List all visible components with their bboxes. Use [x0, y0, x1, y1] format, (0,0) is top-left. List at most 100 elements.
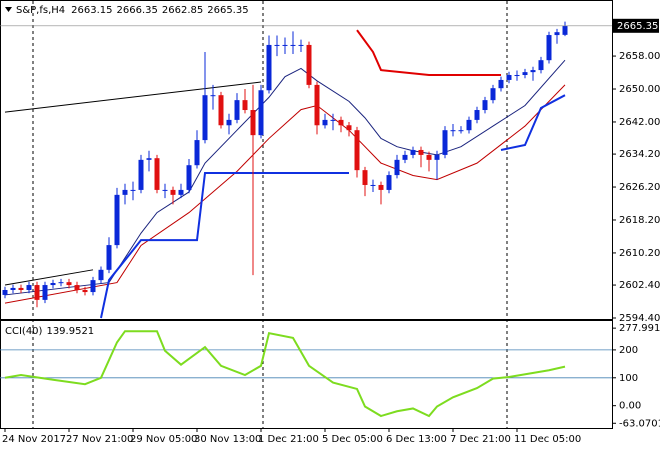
x-tick-label: 7 Dec 21:00 — [450, 434, 511, 445]
candle-body — [362, 170, 368, 185]
candle-body — [50, 282, 56, 286]
candle-body — [98, 269, 104, 281]
candle-body — [506, 75, 512, 80]
y-tick-label: -63.0701 — [619, 418, 660, 429]
chart-title: S&P,fs,H4 — [16, 5, 65, 16]
y-tick-label: 100 — [619, 373, 638, 384]
y-tick-label: 2610.20 — [619, 248, 660, 259]
candle-body — [114, 194, 120, 246]
candle-body — [322, 119, 328, 126]
x-tick-label: 11 Dec 05:00 — [514, 434, 581, 445]
candle-body — [410, 149, 416, 155]
candle-body — [330, 119, 336, 121]
candle-body — [202, 95, 208, 141]
candle-body — [434, 154, 440, 160]
candle-body — [122, 189, 128, 195]
y-tick-label: 2618.20 — [619, 215, 660, 226]
x-tick-label: 6 Dec 13:00 — [386, 434, 447, 445]
candle-body — [530, 70, 536, 73]
candle-body — [90, 280, 96, 293]
candle-body — [394, 159, 400, 176]
y-tick-label: 2626.20 — [619, 182, 660, 193]
frame — [0, 0, 613, 429]
candle-body — [418, 149, 424, 155]
candle-body — [562, 25, 568, 35]
y-tick-label: 200 — [619, 345, 638, 356]
candle-body — [154, 158, 160, 190]
candle-body — [338, 119, 344, 126]
candle-body — [266, 44, 272, 91]
candle-body — [194, 140, 200, 166]
candle-body — [66, 282, 72, 286]
candle-body — [522, 72, 528, 76]
candle-body — [490, 88, 496, 101]
chart-header: S&P,fs,H4 2663.15 2666.35 2662.85 2665.35 — [16, 5, 249, 16]
indicator-title: CCI(40) — [5, 326, 43, 337]
candle-body — [466, 119, 472, 131]
candle-body — [58, 282, 64, 284]
candle-body — [370, 184, 376, 186]
candle-body — [474, 110, 480, 120]
candle-body — [26, 285, 32, 290]
candle-body — [298, 44, 304, 46]
close-value: 2665.35 — [207, 5, 248, 16]
candle-body — [106, 245, 112, 270]
candle-body — [42, 285, 48, 300]
x-tick-label: 29 Nov 05:00 — [130, 434, 197, 445]
y-tick-label: 2634.20 — [619, 149, 660, 160]
candle-body — [210, 95, 216, 97]
price-label-box — [613, 18, 659, 33]
candle-body — [282, 44, 288, 46]
candle-body — [218, 95, 224, 126]
candle-body — [442, 130, 448, 155]
y-tick-label: 2650.00 — [619, 84, 660, 95]
price-label: 2665.35 — [617, 21, 658, 32]
candle-body — [402, 154, 408, 160]
indicator-line — [4, 59, 566, 296]
candle-body — [2, 289, 8, 295]
candle-body — [354, 130, 360, 171]
candle-body — [378, 184, 384, 190]
candle-body — [450, 130, 456, 132]
candle-body — [82, 289, 88, 293]
candle-body — [226, 119, 232, 126]
candle-body — [498, 79, 504, 89]
candle-body — [274, 44, 280, 46]
candle-body — [10, 287, 16, 290]
cci-line — [4, 330, 566, 418]
y-tick-label: 2642.00 — [619, 117, 660, 128]
low-value: 2662.85 — [162, 5, 203, 16]
candle-body — [234, 100, 240, 120]
y-tick-label: 277.991 — [619, 323, 660, 334]
candle-body — [130, 189, 136, 191]
candle-body — [74, 285, 80, 290]
y-tick-label: 2658.00 — [619, 51, 660, 62]
candle-body — [178, 189, 184, 195]
candle-body — [146, 158, 152, 160]
x-tick-label: 27 Nov 21:00 — [66, 434, 133, 445]
candle-body — [538, 60, 544, 71]
candle-body — [250, 110, 256, 136]
candle-body — [386, 175, 392, 190]
candle-body — [18, 287, 24, 290]
indicator-line — [4, 81, 262, 113]
indicator-line — [356, 29, 501, 77]
candle-body — [314, 84, 320, 126]
candle-body — [306, 44, 312, 85]
candle-body — [34, 285, 40, 300]
candle-body — [170, 189, 176, 195]
candle-body — [138, 159, 144, 190]
indicator-line — [100, 94, 566, 319]
high-value: 2666.35 — [117, 5, 158, 16]
y-tick-label: 0.00 — [619, 401, 641, 412]
candle-body — [546, 35, 552, 61]
candle-body — [186, 165, 192, 190]
candle-body — [426, 154, 432, 160]
symbol-icon — [5, 7, 12, 12]
y-tick-label: 2602.40 — [619, 280, 660, 291]
candle-body — [258, 90, 264, 136]
indicator-value: 139.9521 — [46, 326, 94, 337]
candle-body — [346, 125, 352, 131]
candle-body — [290, 44, 296, 46]
